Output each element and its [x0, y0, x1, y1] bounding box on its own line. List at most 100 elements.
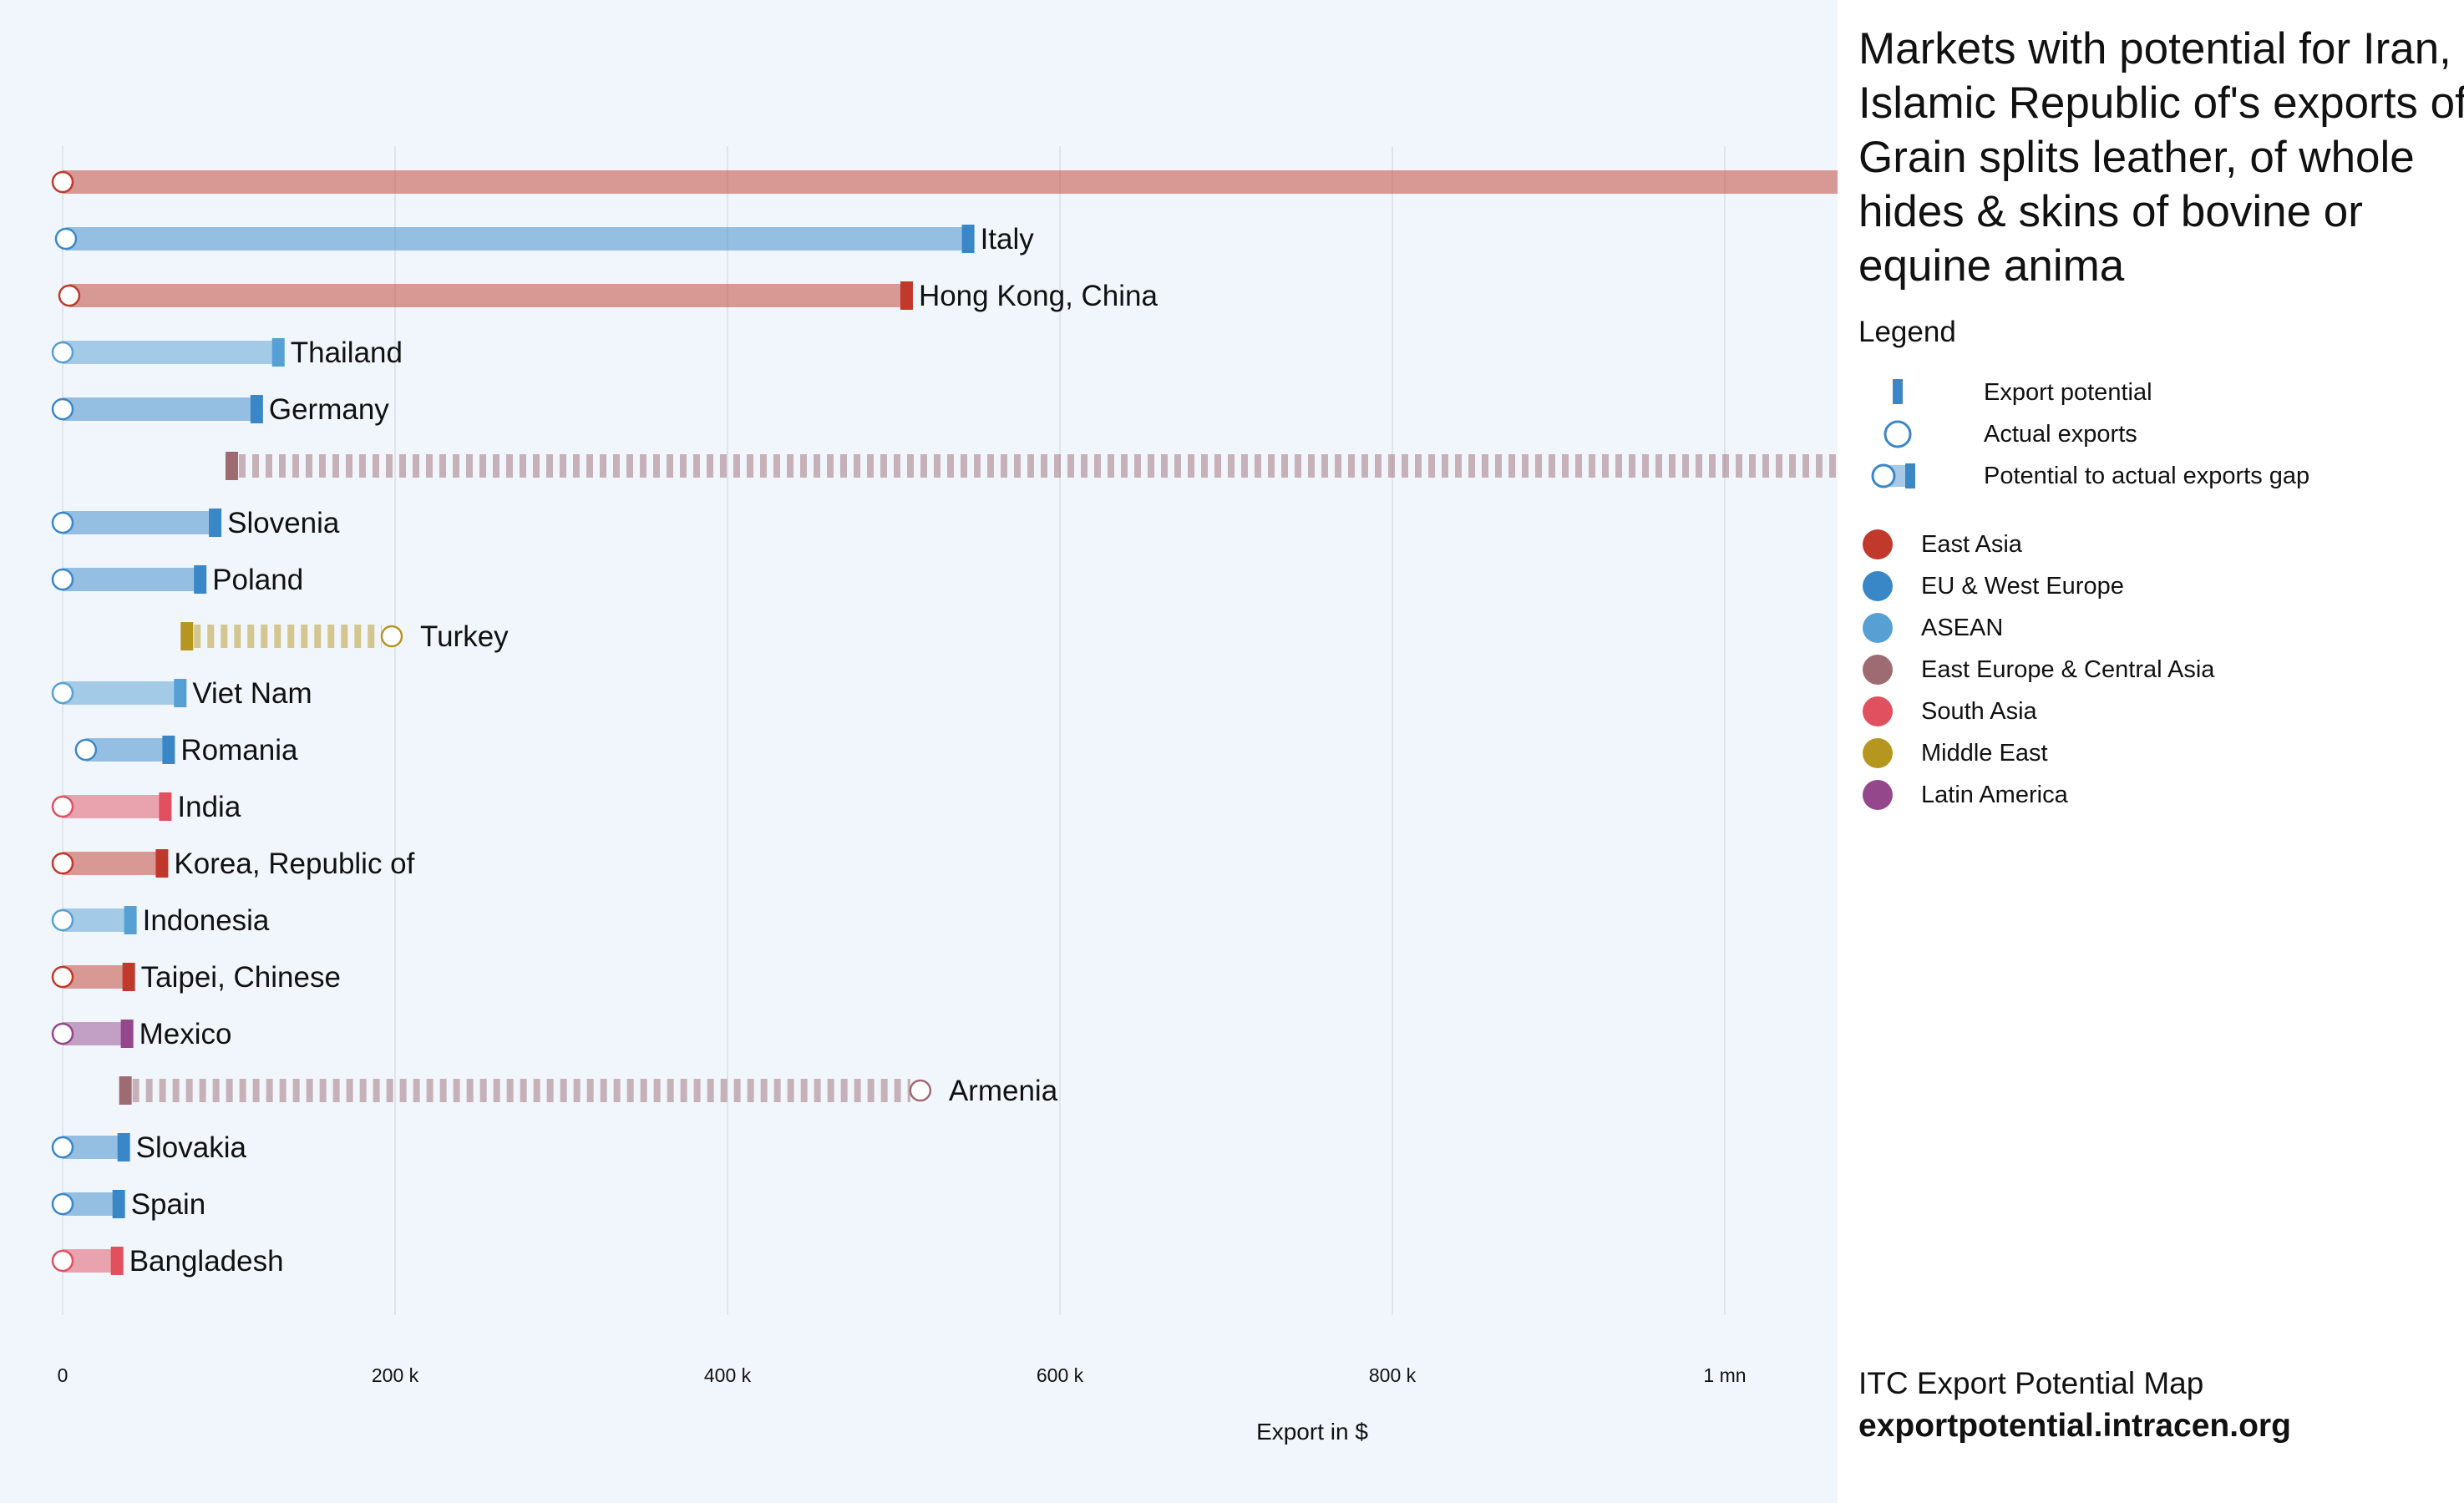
actual-exports-marker	[51, 852, 74, 875]
export-potential-marker	[961, 225, 975, 253]
region-label: East Asia	[1921, 531, 2022, 558]
legend-heading: Legend	[1858, 316, 1956, 348]
market-label: Romania	[180, 734, 298, 767]
actual-exports-marker	[51, 681, 74, 705]
actual-exports-marker	[51, 1249, 74, 1273]
market-label: Germany	[269, 393, 389, 426]
region-color-dot	[1863, 655, 1893, 685]
export-potential-marker	[194, 565, 207, 594]
gap-bar	[68, 284, 902, 307]
gap-bar	[63, 170, 1838, 194]
legend-item-actual-exports: Actual exports	[1858, 418, 2443, 451]
actual-exports-marker	[51, 1136, 74, 1159]
region-item-south-asia: South Asia	[1863, 693, 2447, 730]
legend-item-label: Actual exports	[1984, 421, 2137, 448]
gap-bar-icon	[1871, 463, 1915, 488]
export-potential-marker	[155, 849, 169, 878]
region-color-dot	[1863, 696, 1893, 726]
region-item-eu-west-europe: EU & West Europe	[1863, 568, 2447, 605]
market-row: Mexico	[51, 1018, 232, 1050]
market-label: Slovenia	[227, 507, 340, 539]
market-label: Italy	[981, 223, 1035, 256]
region-color-dot	[1863, 780, 1893, 810]
chart-panel: China Italy Hong Kong, China Thailand German…	[0, 0, 1838, 1503]
x-tick-label: 200 k	[372, 1364, 419, 1386]
market-label: Viet Nam	[192, 677, 312, 710]
region-label: Middle East	[1921, 740, 2048, 767]
region-label: South Asia	[1921, 698, 2037, 725]
region-color-dot	[1863, 571, 1893, 601]
market-label: Taipei, Chinese	[141, 961, 341, 994]
source-name: ITC Export Potential Map	[1858, 1366, 2204, 1400]
x-tick-label: 400 k	[704, 1364, 752, 1386]
gap-bar	[63, 681, 176, 705]
market-label: Slovakia	[136, 1131, 247, 1164]
actual-exports-marker	[58, 284, 81, 307]
market-row: Bangladesh	[51, 1245, 284, 1278]
market-label: Poland	[212, 564, 303, 596]
market-row: Romania	[74, 734, 298, 767]
gap-bar	[63, 795, 161, 818]
gap-bar	[63, 852, 158, 875]
actual-exports-marker	[51, 511, 74, 534]
export-potential-marker	[124, 906, 137, 934]
market-label: Hong Kong, China	[919, 280, 1158, 312]
actual-exports-circle-icon	[1883, 420, 1912, 448]
market-row: Germany	[51, 393, 389, 426]
market-row: Poland	[51, 564, 303, 596]
region-item-latin-america: Latin America	[1863, 777, 2447, 813]
region-label: East Europe & Central Asia	[1921, 656, 2215, 683]
actual-exports-marker	[51, 1022, 74, 1045]
market-row: Turkey	[180, 620, 509, 653]
export-potential-marker	[250, 395, 263, 423]
export-potential-marker	[174, 679, 187, 707]
legend-item-label: Potential to actual exports gap	[1984, 463, 2310, 489]
gap-bar	[63, 397, 252, 421]
actual-exports-marker	[51, 1192, 74, 1216]
gap-bar	[63, 568, 196, 591]
market-row: Slovakia	[51, 1131, 247, 1164]
legend-item-export-potential: Export potential	[1858, 376, 2443, 409]
export-potential-marker	[122, 963, 135, 991]
market-label: Bangladesh	[129, 1245, 284, 1278]
actual-exports-marker	[54, 227, 78, 250]
x-axis-title: Export in $	[1256, 1419, 1368, 1445]
market-row: Korea, Republic of	[51, 848, 415, 880]
actual-exports-marker	[51, 795, 74, 818]
market-row: Hong Kong, China	[58, 280, 1158, 312]
actual-exports-marker	[51, 397, 74, 421]
x-tick-label: 600 k	[1037, 1364, 1084, 1386]
gap-bar	[63, 511, 211, 534]
export-potential-marker	[110, 1247, 124, 1275]
gap-bar	[85, 738, 165, 762]
x-tick-label: 800 k	[1369, 1364, 1417, 1386]
gap-bar	[63, 341, 274, 364]
export-potential-marker	[162, 736, 175, 764]
export-potential-marker	[120, 1020, 134, 1048]
region-color-dot	[1863, 738, 1893, 768]
export-potential-marker	[271, 338, 285, 367]
market-row: Spain	[51, 1188, 205, 1221]
legend-item-gap: Potential to actual exports gap	[1858, 459, 2443, 493]
region-color-dot	[1863, 529, 1893, 559]
actual-exports-marker	[380, 625, 403, 648]
region-item-east-europe-central-asia: East Europe & Central Asia	[1863, 651, 2447, 688]
market-label: India	[177, 791, 241, 823]
source-url[interactable]: exportpotential.intracen.org	[1858, 1408, 2291, 1444]
actual-exports-marker	[51, 341, 74, 364]
market-row: Indonesia	[51, 904, 270, 937]
gap-bar	[65, 227, 964, 250]
region-label: EU & West Europe	[1921, 573, 2124, 600]
actual-exports-marker	[51, 568, 74, 591]
export-potential-marker-icon	[1893, 379, 1903, 404]
market-row: Viet Nam	[51, 677, 312, 710]
chart-title: Markets with potential for Iran, Islamic…	[1858, 24, 2464, 291]
actual-exports-marker	[909, 1079, 932, 1102]
market-label: Thailand	[291, 337, 403, 369]
export-potential-marker	[900, 281, 913, 310]
market-label: Indonesia	[143, 904, 270, 937]
actual-exports-marker	[74, 738, 98, 762]
market-row: Italy	[54, 223, 1035, 256]
export-potential-marker	[159, 792, 172, 821]
